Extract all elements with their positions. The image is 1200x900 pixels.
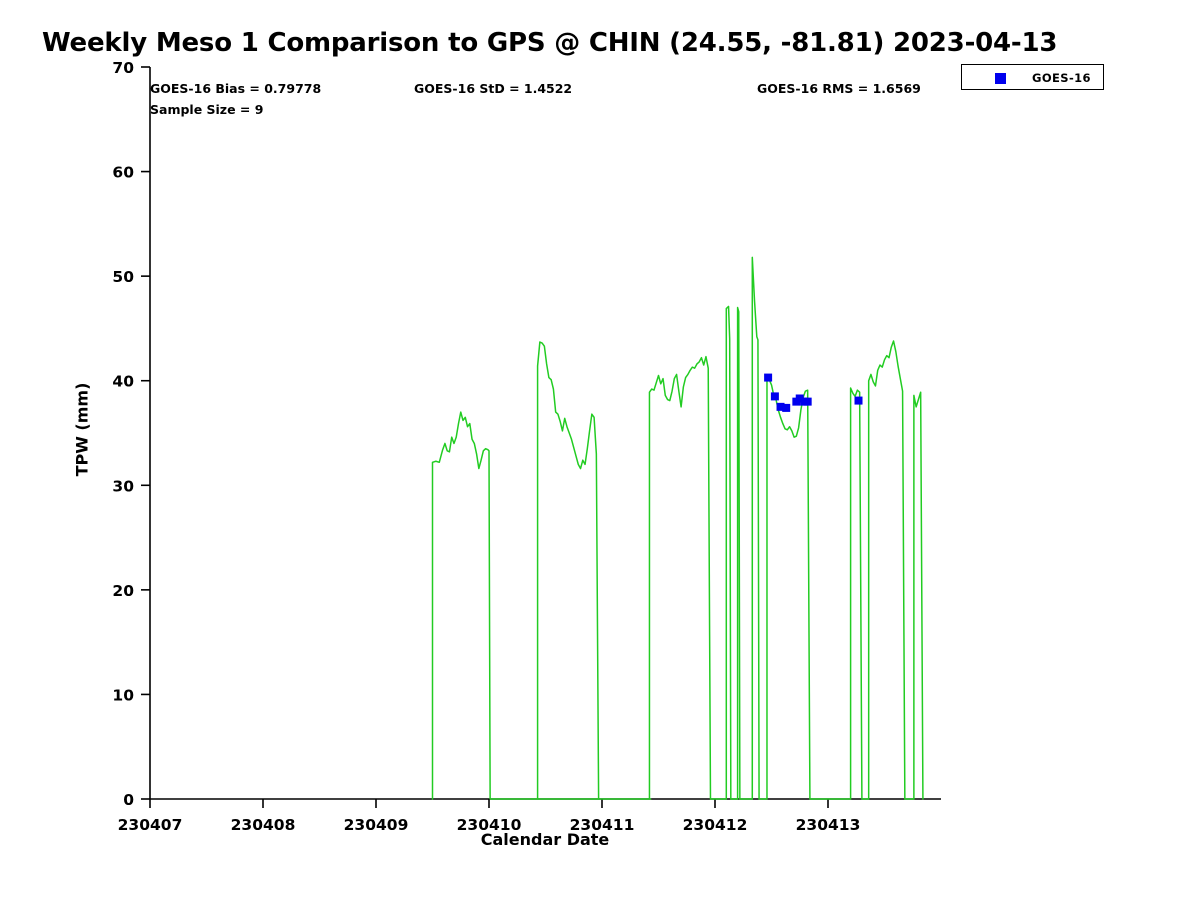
y-tick-label: 20 <box>112 582 134 600</box>
page-title: Weekly Meso 1 Comparison to GPS @ CHIN (… <box>42 28 1058 58</box>
series-line-gps <box>431 256 924 800</box>
y-tick-label: 10 <box>112 686 134 704</box>
data-point-goes-16 <box>782 403 791 412</box>
data-point-goes-16 <box>803 397 812 406</box>
y-tick-label: 40 <box>112 373 134 391</box>
stat-std: GOES-16 StD = 1.4522 <box>414 81 573 96</box>
data-point-goes-16 <box>764 373 773 382</box>
legend-swatch-goes16 <box>995 73 1006 84</box>
stat-rms: GOES-16 RMS = 1.6569 <box>757 81 921 96</box>
y-tick-label: 0 <box>123 791 134 809</box>
stat-sample-size: Sample Size = 9 <box>150 102 264 117</box>
x-axis-label: Calendar Date <box>480 830 610 849</box>
data-point-goes-16 <box>770 392 779 401</box>
x-tick-label: 230413 <box>796 816 861 834</box>
x-tick-label: 230411 <box>570 816 635 834</box>
stat-bias: GOES-16 Bias = 0.79778 <box>150 81 322 96</box>
legend: GOES-16 <box>961 64 1104 90</box>
data-point-goes-16 <box>854 396 863 405</box>
x-tick-label: 230407 <box>118 816 183 834</box>
x-tick-label: 230410 <box>457 816 522 834</box>
x-tick-label: 230409 <box>344 816 409 834</box>
x-tick-label: 230408 <box>231 816 296 834</box>
y-axis-label: TPW (mm) <box>72 382 92 477</box>
data-point-goes-16 <box>795 394 804 403</box>
y-tick-label: 60 <box>112 164 134 182</box>
y-tick-label: 50 <box>112 268 134 286</box>
y-tick-label: 70 <box>112 59 134 77</box>
data-point-goes-16 <box>776 402 785 411</box>
legend-label-goes16: GOES-16 <box>1032 71 1091 85</box>
x-tick-label: 230412 <box>683 816 748 834</box>
y-tick-label: 30 <box>112 477 134 495</box>
